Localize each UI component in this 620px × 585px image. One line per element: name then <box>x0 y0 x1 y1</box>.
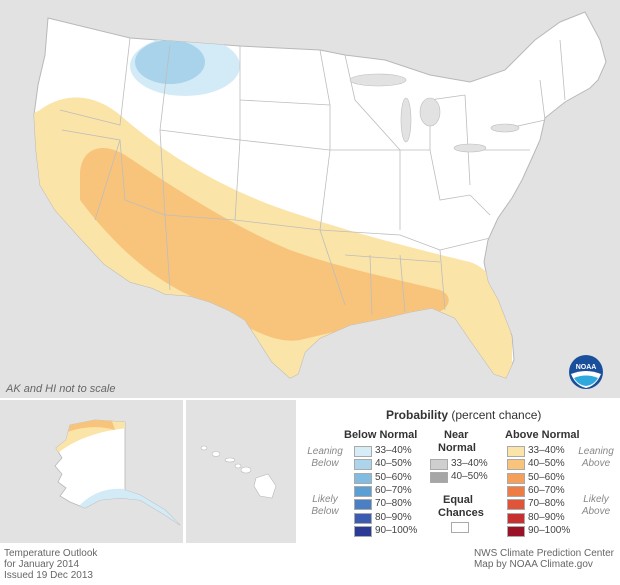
noaa-logo: NOAA <box>569 355 603 389</box>
hawaii-inset <box>186 400 296 543</box>
footer-right: NWS Climate Prediction Center Map by NOA… <box>474 548 614 570</box>
below-col-swatch-5 <box>354 512 372 524</box>
above-col-swatch-4 <box>507 499 525 511</box>
outlook-period: for January 2014 <box>4 559 80 570</box>
legend: Probability (percent chance) Below Norma… <box>298 400 620 543</box>
likely-below-label: Likely Below <box>311 494 339 517</box>
above-col-range-2: 50–60% <box>528 471 565 483</box>
leaning-above-label: Leaning Above <box>578 446 614 469</box>
below-col-range-6: 90–100% <box>375 524 418 536</box>
near-normal-header-2: Normal <box>438 442 476 454</box>
above-col-swatch-5 <box>507 512 525 524</box>
below-col-swatch-6 <box>354 525 372 537</box>
near-col-swatch-1 <box>430 472 448 484</box>
below-col-swatch-1 <box>354 459 372 471</box>
above-40-50-region <box>80 147 449 341</box>
likely-above-label: Likely Above <box>581 494 611 517</box>
below-col-range-5: 80–90% <box>375 511 412 523</box>
legend-title: Probability (percent chance) <box>386 408 542 422</box>
above-col-swatch-1 <box>507 459 525 471</box>
above-col-range-0: 33–40% <box>528 445 565 456</box>
below-col-swatch-3 <box>354 485 372 497</box>
noaa-logo-text: NOAA <box>576 364 597 371</box>
equal-chances-label-1: Equal <box>443 494 473 506</box>
above-col-swatch-2 <box>507 472 525 484</box>
equal-chances-swatch <box>451 522 469 533</box>
equal-chances-label-2: Chances <box>438 507 484 519</box>
above-col-swatch-6 <box>507 525 525 537</box>
hawaii-map-svg <box>200 445 277 499</box>
above-col-range-6: 90–100% <box>528 524 571 536</box>
near-col-swatch-0 <box>430 459 448 470</box>
issued-date: Issued 19 Dec 2013 <box>4 570 93 581</box>
alaska-above-40-50 <box>60 420 115 435</box>
conus-map: NOAA AK and HI not to scale <box>0 0 620 398</box>
below-col-swatch-2 <box>354 472 372 484</box>
above-col-range-5: 80–90% <box>528 511 565 523</box>
above-col-swatch-3 <box>507 485 525 497</box>
map-credit: Map by NOAA Climate.gov <box>473 559 593 570</box>
below-col-swatch-4 <box>354 499 372 511</box>
below-col-range-1: 40–50% <box>375 458 412 470</box>
above-col-swatch-0 <box>507 446 525 457</box>
scale-note: AK and HI not to scale <box>6 383 116 395</box>
source-credit: NWS Climate Prediction Center <box>473 548 614 559</box>
below-col-swatch-0 <box>354 446 372 457</box>
near-col-range-1: 40–50% <box>451 471 488 483</box>
below-col-range-0: 33–40% <box>375 445 412 456</box>
below-col-range-2: 50–60% <box>375 471 412 483</box>
outlook-title: Temperature Outlook <box>4 548 98 559</box>
alaska-map-svg <box>54 419 181 526</box>
below-col-range-4: 70–80% <box>375 498 412 510</box>
footer-left: Temperature Outlook for January 2014 Iss… <box>4 548 97 581</box>
alaska-below-33-40 <box>80 488 180 525</box>
below-col-range-3: 60–70% <box>375 484 412 496</box>
near-normal-header-1: Near <box>444 429 469 441</box>
below-40-50-region <box>135 40 205 84</box>
hawaii-islands <box>200 445 277 499</box>
above-col-range-1: 40–50% <box>528 458 565 470</box>
leaning-below-label: Leaning Below <box>307 446 343 469</box>
below-normal-header: Below Normal <box>344 429 418 441</box>
above-col-range-3: 60–70% <box>528 484 565 496</box>
near-col-range-0: 33–40% <box>451 458 488 469</box>
conus-map-svg <box>33 11 607 379</box>
alaska-inset <box>0 400 183 543</box>
great-lakes <box>349 73 520 153</box>
above-normal-header: Above Normal <box>505 429 580 441</box>
above-col-range-4: 70–80% <box>528 498 565 510</box>
